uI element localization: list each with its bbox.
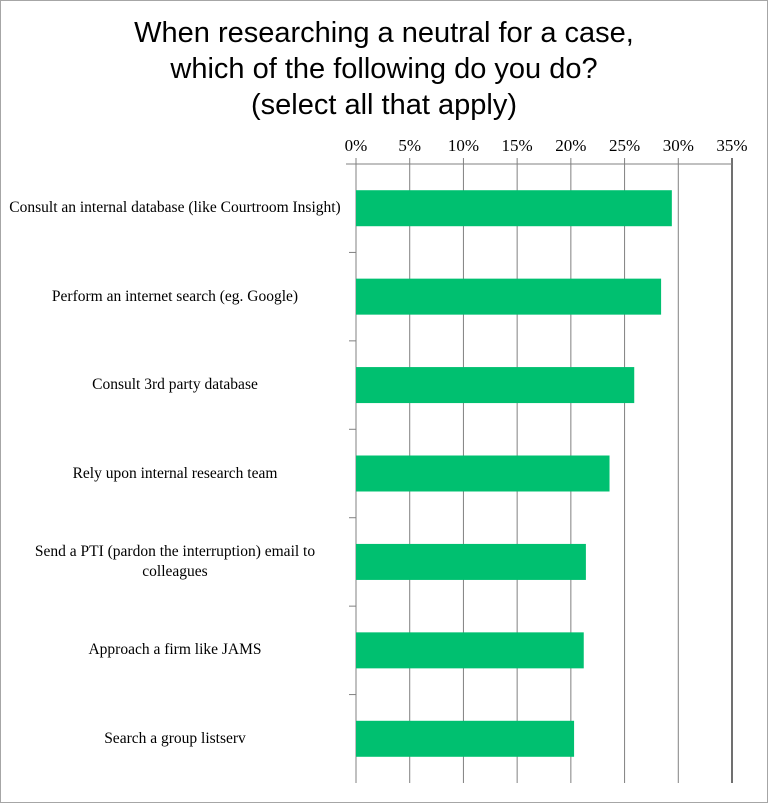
category-label: Approach a firm like JAMS [88, 641, 262, 659]
chart-title: When researching a neutral for a case, w… [1, 15, 767, 123]
category-label: Send a PTI (pardon the interruption) ema… [34, 542, 316, 580]
chart-title-line: which of the following do you do? [170, 53, 598, 85]
bar [356, 367, 635, 404]
x-tick-label: 20% [555, 136, 586, 155]
x-tick-label: 30% [663, 136, 694, 155]
x-tick-label: 25% [609, 136, 640, 155]
category-label: Consult an internal database (like Court… [9, 199, 341, 217]
bar [356, 455, 610, 492]
category-label: Consult 3rd party database [92, 376, 258, 394]
chart-title-line: (select all that apply) [251, 89, 517, 121]
x-tick-label: 0% [345, 136, 368, 155]
bar [356, 720, 575, 757]
category-label: Perform an internet search (eg. Google) [51, 287, 299, 305]
bar [356, 543, 586, 580]
bar [356, 632, 584, 669]
category-label: Search a group listserv [104, 729, 246, 747]
x-tick-label: 5% [398, 136, 421, 155]
chart-title-line: When researching a neutral for a case, [134, 17, 634, 49]
x-tick-label: 35% [716, 136, 747, 155]
bar [356, 190, 672, 227]
x-tick-label: 10% [448, 136, 479, 155]
x-tick-label: 15% [502, 136, 533, 155]
bar [356, 278, 662, 315]
category-label: Rely upon internal research team [72, 464, 278, 482]
